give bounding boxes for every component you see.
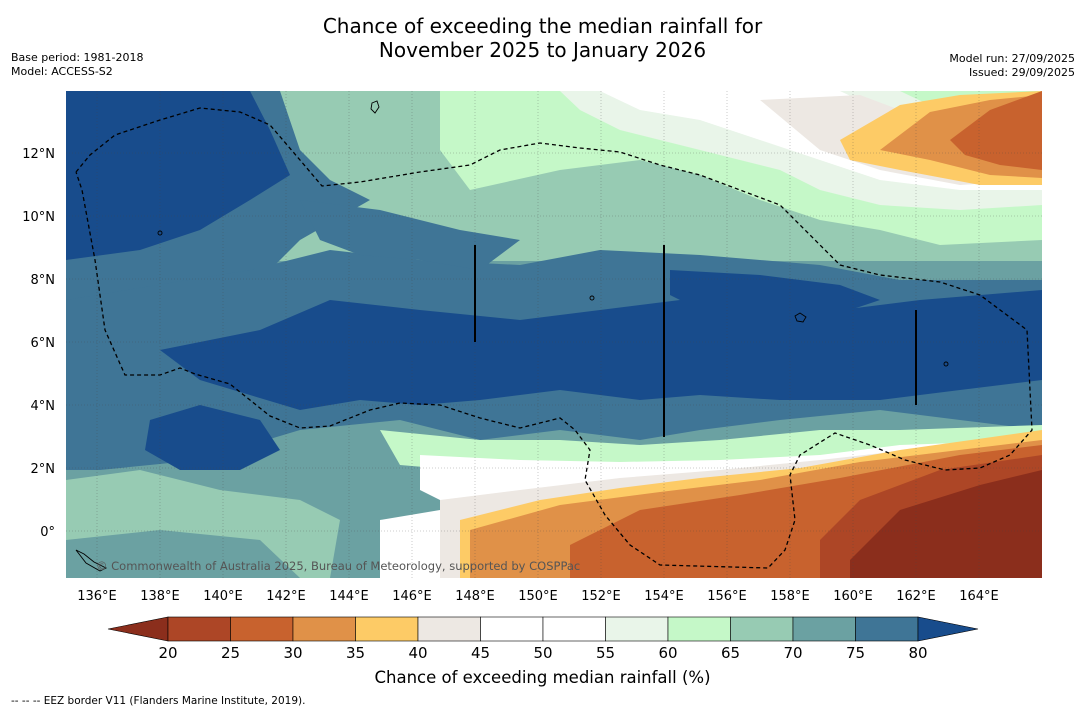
lon-label: 156°E (707, 589, 747, 604)
colorbar-tick-label: 20 (158, 644, 177, 662)
lon-label: 150°E (518, 589, 558, 604)
model-run: Model run: 27/09/2025 (949, 52, 1075, 65)
eez-borders (75, 107, 1033, 569)
lon-label: 144°E (329, 589, 369, 604)
lat-label: 2°N (31, 462, 56, 477)
colorbar-tick-label: 25 (221, 644, 240, 662)
colorbar-swatch (855, 616, 919, 642)
colorbar-swatch (480, 616, 544, 642)
colorbar-tick-label: 45 (471, 644, 490, 662)
colorbar-over-arrow (917, 616, 979, 642)
lat-label: 12°N (22, 147, 55, 162)
base-period: Base period: 1981-2018 (11, 51, 144, 64)
lon-label: 162°E (896, 589, 936, 604)
colorbar-swatch (230, 616, 294, 642)
boundary-segments (474, 245, 917, 437)
colorbar-swatch (667, 616, 731, 642)
eez-note: -- -- -- EEZ border V11 (Flanders Marine… (11, 695, 306, 707)
model-info: Base period: 1981-2018 Model: ACCESS-S2 (11, 51, 143, 79)
longitude-labels: 136°E 138°E 140°E 142°E 144°E 146°E 148°E 150°E… (77, 589, 999, 604)
colorbar-tick-label: 80 (908, 644, 927, 662)
run-info: Model run: 27/09/2025 Issued: 29/09/2025 (949, 52, 1075, 80)
probability-field (66, 91, 1042, 578)
lat-label: 10°N (22, 210, 55, 225)
colorbar-tick-label: 60 (658, 644, 677, 662)
latitude-labels: 12°N 10°N 8°N 6°N 4°N 2°N 0° (22, 147, 55, 540)
islands (75, 100, 949, 572)
colorbar-tick-label: 40 (408, 644, 427, 662)
attribution: © Commonwealth of Australia 2025, Bureau… (96, 559, 580, 573)
lon-label: 148°E (455, 589, 495, 604)
colorbar-tick-label: 70 (783, 644, 802, 662)
colorbar: 20 25 30 35 40 45 50 55 60 65 70 75 80 (107, 616, 979, 662)
lat-label: 8°N (31, 273, 56, 288)
lon-label: 142°E (266, 589, 306, 604)
lon-label: 158°E (770, 589, 810, 604)
lon-label: 154°E (644, 589, 684, 604)
lon-label: 164°E (959, 589, 999, 604)
lon-label: 138°E (140, 589, 180, 604)
colorbar-swatch (542, 616, 606, 642)
title-line-1: Chance of exceeding the median rainfall … (322, 14, 763, 38)
colorbar-tick-label: 75 (846, 644, 865, 662)
lon-label: 152°E (581, 589, 621, 604)
lon-label: 146°E (392, 589, 432, 604)
lat-label: 6°N (31, 336, 56, 351)
colorbar-swatch (167, 616, 231, 642)
colorbar-under-arrow (107, 616, 169, 642)
lon-label: 136°E (77, 589, 117, 604)
chart-title: Chance of exceeding the median rainfall … (0, 14, 1085, 62)
colorbar-swatch (355, 616, 419, 642)
title-line-2: November 2025 to January 2026 (378, 38, 707, 62)
colorbar-tick-label: 55 (596, 644, 615, 662)
lon-label: 160°E (833, 589, 873, 604)
lat-label: 0° (40, 525, 55, 540)
lat-label: 4°N (31, 399, 56, 414)
lon-label: 140°E (203, 589, 243, 604)
colorbar-swatch (792, 616, 856, 642)
colorbar-swatch (730, 616, 794, 642)
issued-date: Issued: 29/09/2025 (968, 66, 1075, 79)
colorbar-tick-label: 65 (721, 644, 740, 662)
colorbar-swatch (605, 616, 669, 642)
colorbar-tick-label: 50 (533, 644, 552, 662)
colorbar-title: Chance of exceeding median rainfall (%) (374, 668, 711, 687)
colorbar-swatch (417, 616, 481, 642)
colorbar-tick-label: 30 (283, 644, 302, 662)
model-name: Model: ACCESS-S2 (11, 65, 113, 78)
colorbar-tick-label: 35 (346, 644, 365, 662)
colorbar-swatch (292, 616, 356, 642)
